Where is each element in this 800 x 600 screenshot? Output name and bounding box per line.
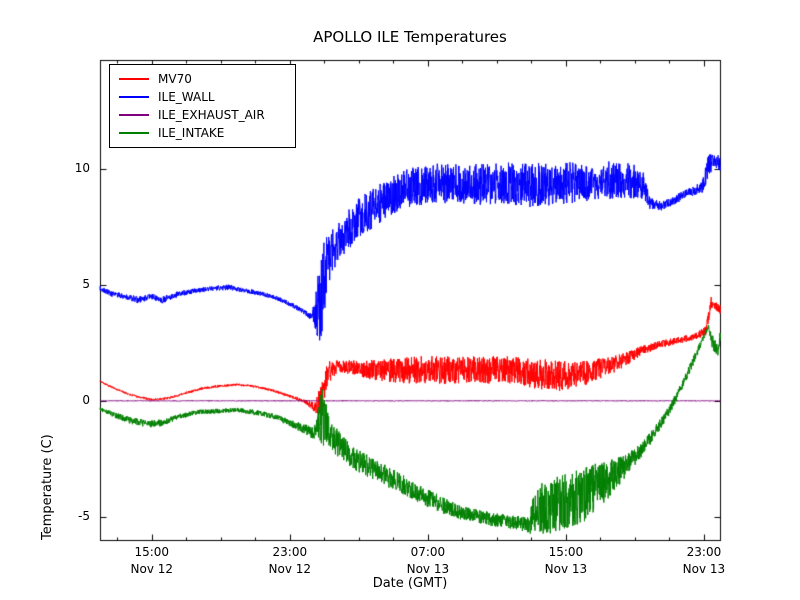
y-tick-label: 5	[82, 276, 90, 291]
chart-title: APOLLO ILE Temperatures	[313, 28, 507, 46]
legend-line-sample	[119, 132, 149, 134]
x-tick-label: 23:00 Nov 13	[656, 544, 752, 578]
x-tick-time: 23:00	[272, 545, 308, 559]
y-tick-label: -5	[78, 508, 90, 523]
x-tick-time: 23:00	[686, 545, 722, 559]
legend-line-sample	[119, 114, 149, 116]
y-tick-label: 10	[74, 160, 90, 175]
legend-entry: MV70	[119, 70, 265, 88]
x-tick-time: 15:00	[134, 545, 170, 559]
y-axis-label: Temperature (C)	[40, 434, 55, 540]
x-tick-date: Nov 13	[544, 562, 588, 576]
legend-line-sample	[119, 96, 149, 98]
legend-entry: ILE_INTAKE	[119, 124, 265, 142]
x-tick-date: Nov 12	[130, 562, 174, 576]
legend-label: ILE_EXHAUST_AIR	[158, 108, 265, 122]
legend-entry: ILE_EXHAUST_AIR	[119, 106, 265, 124]
x-tick-label: 07:00 Nov 13	[380, 544, 476, 578]
x-tick-label: 15:00 Nov 12	[104, 544, 200, 578]
x-tick-date: Nov 13	[406, 562, 450, 576]
legend: MV70 ILE_WALL ILE_EXHAUST_AIR ILE_INTAKE	[109, 64, 296, 148]
x-tick-time: 15:00	[548, 545, 584, 559]
legend-label: ILE_WALL	[158, 90, 215, 104]
legend-entry: ILE_WALL	[119, 88, 265, 106]
x-tick-date: Nov 12	[268, 562, 312, 576]
legend-line-sample	[119, 78, 149, 80]
y-tick-label: 0	[82, 392, 90, 407]
legend-label: MV70	[158, 72, 192, 86]
x-tick-label: 23:00 Nov 12	[242, 544, 338, 578]
x-axis-label: Date (GMT)	[372, 576, 448, 591]
x-tick-time: 07:00	[410, 545, 446, 559]
x-tick-date: Nov 13	[682, 562, 726, 576]
legend-label: ILE_INTAKE	[158, 126, 225, 140]
x-tick-label: 15:00 Nov 13	[518, 544, 614, 578]
